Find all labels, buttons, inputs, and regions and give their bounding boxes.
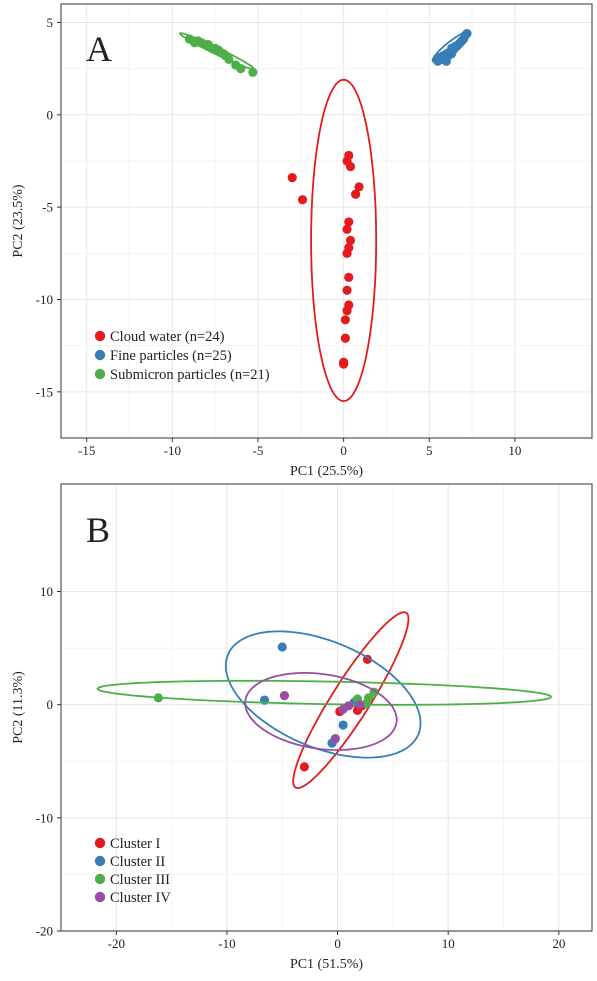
y-tick-label: -15 [36, 384, 53, 399]
confidence-ellipse [96, 679, 553, 706]
x-tick-label: -5 [253, 443, 264, 458]
data-point [452, 41, 462, 52]
x-tick-label: 20 [552, 936, 565, 951]
x-tick-label: 10 [508, 443, 521, 458]
x-tick-label: -10 [164, 443, 181, 458]
data-point [338, 704, 348, 714]
panel-a: A -15 -10 -5 0 5 10 -15 -10 -5 0 5 PC1 (25.5%) PC2 (… [11, 3, 593, 479]
y-axis-title: PC2 (11.3%) [11, 671, 26, 744]
legend-marker [94, 837, 106, 849]
data-point [363, 693, 374, 703]
data-point [248, 67, 258, 77]
series-3 [96, 679, 553, 709]
data-point [338, 720, 348, 730]
data-point [342, 285, 352, 295]
x-tick-label: -15 [78, 443, 95, 458]
series-2 [431, 28, 472, 66]
legend-label: Cluster II [110, 854, 165, 870]
x-tick-label: 10 [442, 936, 455, 951]
x-axis-title: PC1 (25.5%) [290, 464, 363, 479]
confidence-ellipse [292, 611, 410, 790]
legend-label: Cloud water (n=24) [110, 329, 225, 345]
y-tick-label: 5 [47, 15, 54, 30]
x-tick-label: 0 [334, 936, 341, 951]
data-point [342, 224, 352, 234]
panel-label: A [86, 29, 112, 69]
legend: Cloud water (n=24) Fine particles (n=25) S… [94, 329, 270, 383]
legend-label: Cluster III [110, 872, 170, 888]
legend-marker [94, 855, 106, 867]
y-tick-label: 0 [47, 697, 54, 712]
x-tick-label: 0 [340, 443, 347, 458]
legend-label: Submicron particles (n=21) [110, 367, 270, 383]
data-point [342, 305, 352, 316]
data-point [330, 734, 340, 744]
x-axis-title: PC1 (51.5%) [290, 957, 363, 972]
data-point [441, 56, 452, 66]
data-point [344, 272, 354, 282]
data-point [297, 195, 308, 205]
data-point [446, 49, 457, 59]
data-point [213, 45, 224, 55]
data-point [277, 642, 287, 652]
legend-marker [94, 873, 106, 885]
panel-b: B -20 -10 0 10 20 -20 -10 0 10 PC1 (51.5%) PC2 (11… [11, 483, 593, 972]
data-point [355, 700, 365, 710]
y-tick-label: -10 [36, 810, 53, 825]
data-point [224, 54, 234, 65]
series-2 [224, 630, 422, 759]
y-tick-label: -5 [42, 200, 53, 215]
y-tick-label: -20 [36, 924, 53, 939]
plot-frame [60, 483, 593, 932]
panel-label: B [86, 510, 110, 550]
data-point [351, 189, 361, 199]
data-point [287, 173, 297, 183]
data-point [299, 762, 309, 772]
legend: Cluster I Cluster II Cluster III Cluster IV [94, 836, 171, 906]
data-point [279, 691, 290, 701]
data-point [153, 693, 163, 703]
legend-marker [94, 891, 106, 903]
legend-label: Cluster I [110, 836, 161, 852]
x-tick-label: -20 [108, 936, 125, 951]
data-point [433, 54, 443, 65]
x-tick-label: 5 [426, 443, 433, 458]
data-point [340, 333, 350, 343]
y-tick-label: 10 [40, 584, 53, 599]
legend-marker [94, 368, 106, 380]
y-tick-label: 0 [47, 107, 54, 122]
data-point [354, 182, 364, 192]
y-axis-title: PC2 (23.5%) [11, 184, 26, 257]
data-point [344, 217, 354, 227]
data-point [340, 315, 350, 325]
data-point [236, 64, 246, 74]
data-point [193, 36, 203, 46]
plot-frame [60, 3, 593, 439]
legend-marker [94, 349, 106, 361]
data-point [342, 248, 352, 258]
legend-label: Fine particles (n=25) [110, 348, 232, 364]
confidence-ellipse [224, 630, 422, 759]
x-tick-label: -10 [218, 936, 235, 951]
confidence-ellipse [244, 672, 398, 751]
legend-label: Cluster IV [110, 890, 171, 906]
grid [61, 4, 592, 438]
series-4 [244, 672, 398, 751]
series-1 [287, 78, 378, 403]
data-point [345, 235, 356, 245]
confidence-ellipse [310, 78, 378, 403]
legend-marker [94, 330, 106, 342]
y-tick-label: -10 [36, 292, 53, 307]
data-point [462, 28, 472, 39]
series-3 [179, 32, 258, 77]
data-point [345, 161, 356, 172]
data-point [339, 359, 349, 369]
